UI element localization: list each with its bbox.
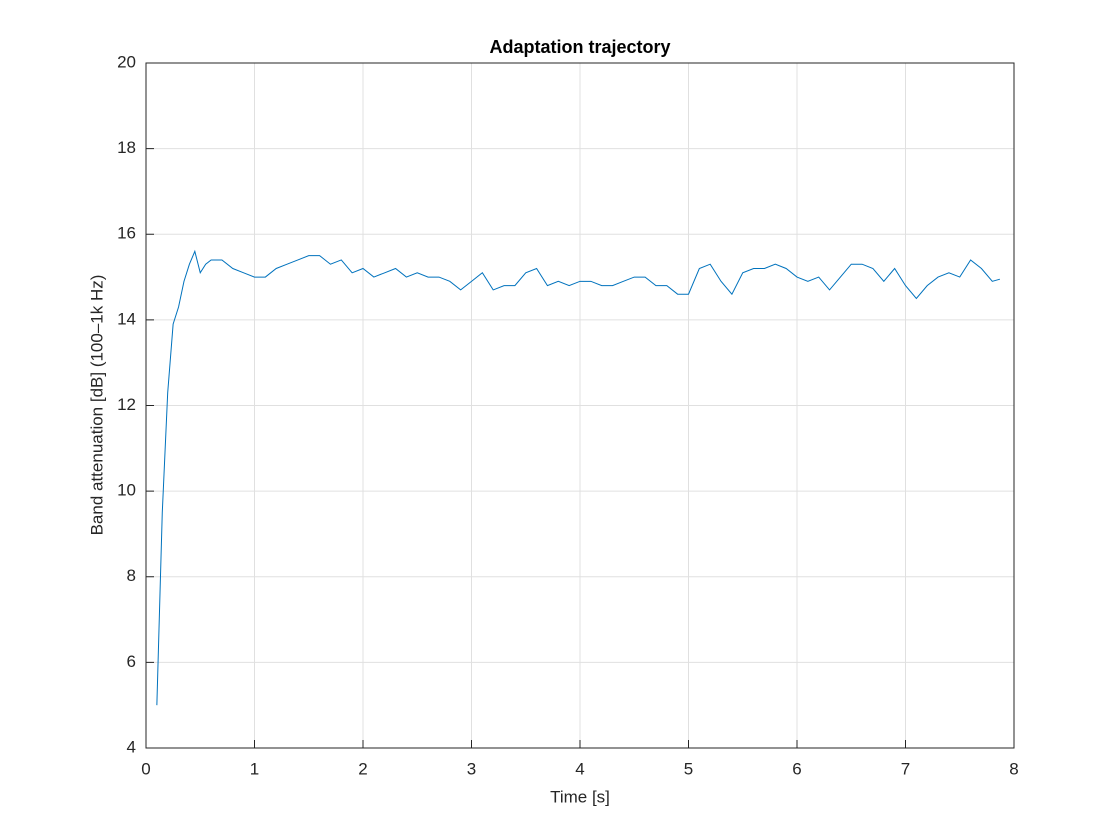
y-axis-label: Band attenuation [dB] (100–1k Hz) (87, 275, 106, 536)
y-tick-label: 14 (117, 309, 136, 328)
y-tick-label: 18 (117, 138, 136, 157)
y-tick-label: 8 (127, 566, 136, 585)
x-tick-label: 0 (141, 759, 150, 778)
y-tick-label: 6 (127, 652, 136, 671)
x-tick-label: 3 (467, 759, 476, 778)
x-tick-label: 4 (575, 759, 584, 778)
data-line (156, 249, 1001, 706)
y-tick-label: 10 (117, 481, 136, 500)
x-tick-label: 1 (250, 759, 259, 778)
x-tick-label: 8 (1009, 759, 1018, 778)
x-tick-label: 6 (792, 759, 801, 778)
x-tick-label: 2 (358, 759, 367, 778)
y-tick-label: 16 (117, 224, 136, 243)
y-tick-label: 12 (117, 395, 136, 414)
chart-title: Adaptation trajectory (489, 37, 670, 57)
x-tick-label: 5 (684, 759, 693, 778)
y-tick-label: 4 (127, 737, 136, 756)
plot-frame (145, 62, 1015, 749)
y-tick-label: 20 (117, 52, 136, 71)
x-axis-label: Time [s] (550, 787, 610, 806)
x-tick-label: 7 (901, 759, 910, 778)
